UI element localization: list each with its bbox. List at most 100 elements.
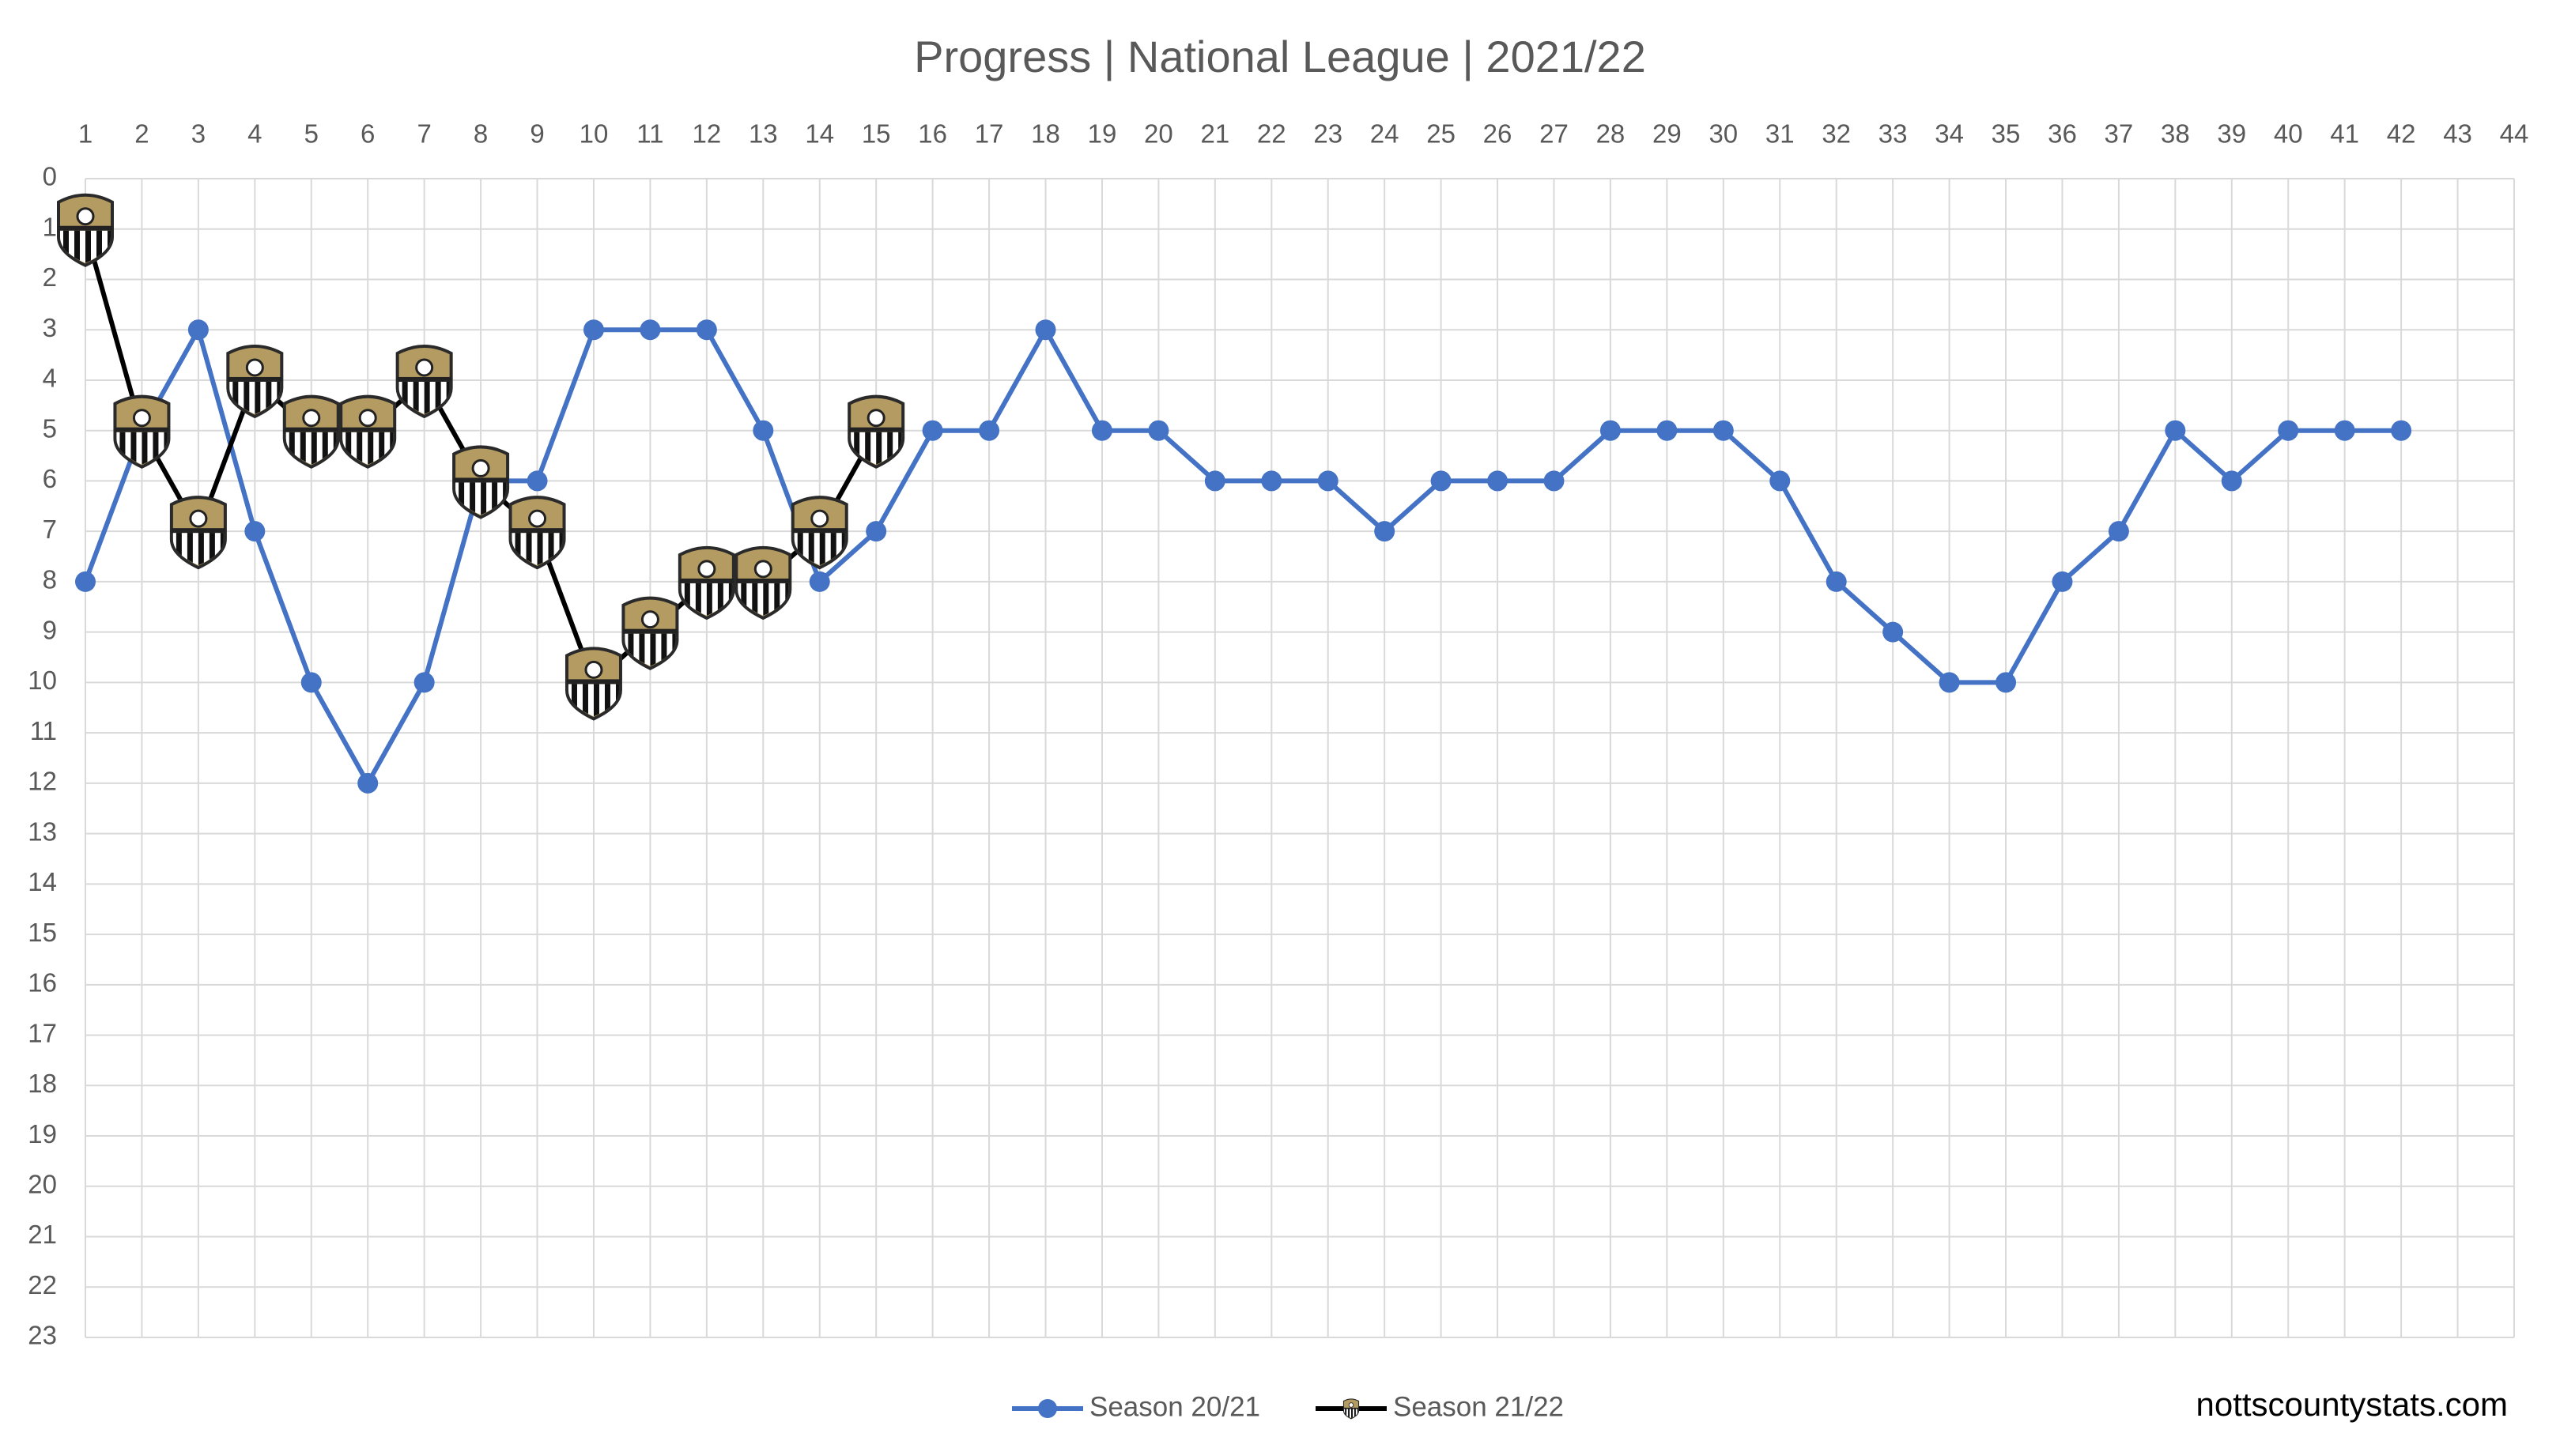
legend-marker [1038, 1399, 1057, 1418]
x-tick-label: 41 [2330, 119, 2359, 149]
data-point [1035, 319, 1056, 341]
badge-icon [791, 496, 848, 570]
badge-stripes [342, 432, 394, 465]
data-point [1996, 672, 2017, 693]
badge-stripes [116, 432, 168, 465]
badge-band [792, 528, 847, 534]
x-tick-label: 27 [1539, 119, 1569, 149]
badge-emblem [245, 358, 264, 377]
badge-icon [1342, 1398, 1360, 1420]
badge-stripes [851, 432, 902, 465]
data-point [1204, 470, 1225, 492]
data-point [2391, 420, 2412, 441]
badge-emblem [189, 509, 208, 528]
data-point [244, 521, 266, 542]
badge-icon [734, 546, 792, 620]
badge-icon [452, 445, 510, 519]
x-tick-label: 3 [191, 119, 206, 149]
data-point [583, 319, 604, 341]
x-tick-label: 23 [1313, 119, 1342, 149]
x-tick-label: 30 [1709, 119, 1738, 149]
badge-band [736, 578, 791, 583]
badge-emblem [1348, 1402, 1354, 1408]
y-tick-label: 20 [28, 1170, 57, 1199]
badge-emblem [415, 358, 434, 377]
data-point [1599, 420, 1621, 441]
x-tick-label: 22 [1257, 119, 1286, 149]
x-tick-label: 36 [2048, 119, 2077, 149]
watermark: nottscountystats.com [2196, 1386, 2508, 1423]
x-tick-label: 33 [1878, 119, 1908, 149]
y-tick-label: 18 [28, 1069, 57, 1098]
data-point [2108, 521, 2129, 542]
x-tick-label: 8 [474, 119, 488, 149]
badge-band [623, 628, 678, 634]
x-tick-label: 26 [1483, 119, 1512, 149]
data-point [282, 394, 340, 469]
x-tick-label: 2 [134, 119, 149, 149]
data-point [2052, 571, 2073, 592]
data-point [339, 394, 397, 469]
data-point [1487, 470, 1508, 492]
data-point [1430, 470, 1452, 492]
x-tick-label: 5 [304, 119, 319, 149]
y-tick-label: 8 [43, 565, 57, 594]
y-tick-label: 12 [28, 767, 57, 796]
data-point [1826, 571, 1847, 592]
x-tick-label: 39 [2217, 119, 2246, 149]
badge-icon [113, 394, 171, 469]
badge-emblem [584, 660, 603, 679]
x-tick-label: 19 [1088, 119, 1117, 149]
badge-stripes [681, 583, 732, 616]
badge-emblem [358, 409, 377, 428]
data-point [1091, 420, 1112, 441]
data-point [1374, 521, 1395, 542]
data-point [753, 420, 774, 441]
badge-stripes [512, 533, 563, 566]
x-tick-label: 14 [805, 119, 834, 149]
badge-band [510, 528, 564, 534]
data-point [300, 672, 322, 693]
x-tick-label: 10 [580, 119, 609, 149]
y-tick-label: 23 [28, 1321, 57, 1350]
series-line [83, 327, 2402, 786]
x-tick-label: 42 [2387, 119, 2416, 149]
y-tick-label: 1 [43, 212, 57, 241]
x-tick-label: 13 [749, 119, 778, 149]
data-point [791, 496, 848, 570]
x-tick-label: 17 [975, 119, 1004, 149]
badge-stripes [455, 482, 507, 515]
y-tick-label: 2 [43, 262, 57, 292]
data-point [57, 193, 114, 267]
data-point [527, 470, 548, 492]
data-point [187, 319, 209, 341]
data-point [2278, 420, 2299, 441]
data-point [1317, 470, 1339, 492]
data-point [508, 496, 566, 570]
badge-emblem [810, 509, 829, 528]
y-tick-label: 10 [28, 666, 57, 695]
x-tick-label: 15 [862, 119, 891, 149]
badge-icon [226, 345, 284, 419]
badge-icon [621, 596, 679, 670]
x-tick-label: 32 [1822, 119, 1851, 149]
x-tick-label: 12 [693, 119, 722, 149]
badge-icon [678, 546, 735, 620]
y-tick-label: 17 [28, 1018, 57, 1047]
y-tick-label: 9 [43, 615, 57, 644]
badge-stripes [172, 533, 224, 566]
y-tick-label: 15 [28, 918, 57, 947]
data-point [113, 394, 171, 469]
x-tick-label: 1 [78, 119, 93, 149]
y-tick-label: 22 [28, 1270, 57, 1299]
badge-emblem [867, 409, 885, 428]
badge-stripes [229, 381, 281, 414]
badge-band [341, 427, 395, 432]
x-tick-label: 37 [2105, 119, 2134, 149]
y-tick-label: 5 [43, 413, 57, 443]
y-tick-label: 13 [28, 817, 57, 846]
chart-title: Progress | National League | 2021/22 [914, 32, 1646, 81]
data-point [413, 672, 435, 693]
